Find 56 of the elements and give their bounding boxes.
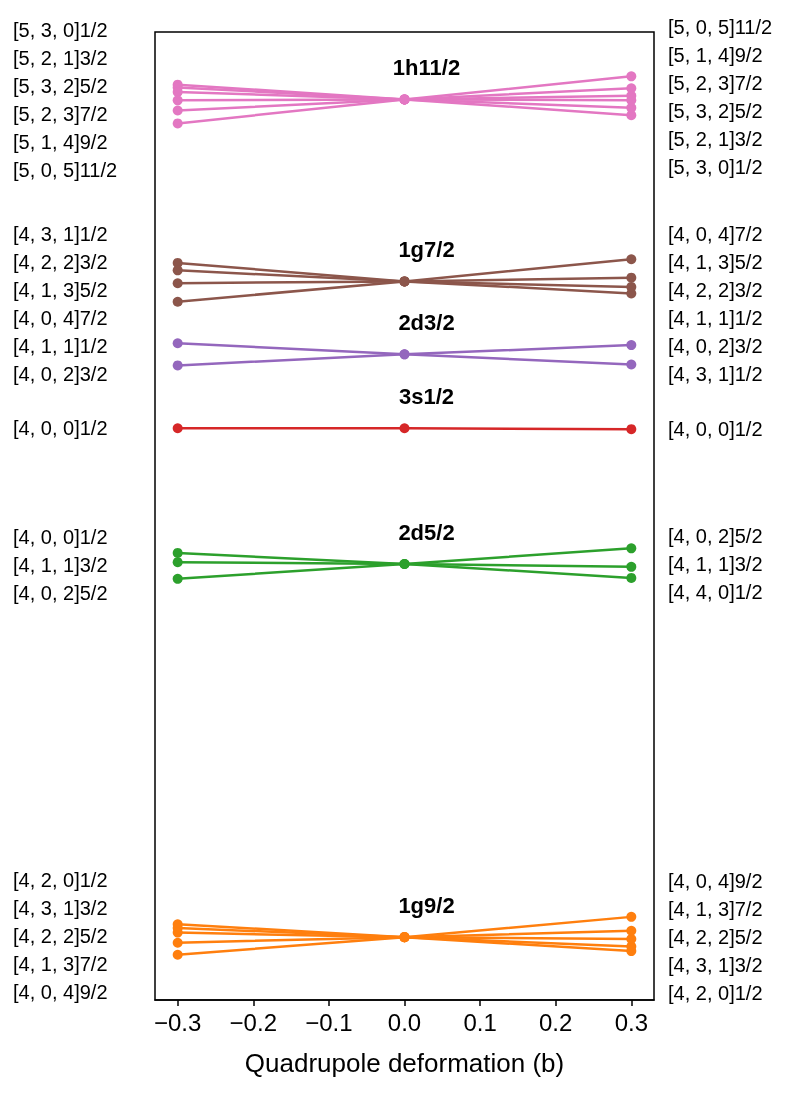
text: [4, 0, 0]1/2	[668, 418, 763, 441]
text: [4, 2, 2]5/2	[13, 925, 108, 948]
text: [4, 3, 1]3/2	[668, 953, 763, 976]
text: [4, 0, 4]7/2	[668, 223, 763, 246]
text: [4, 3, 1]1/2	[13, 223, 108, 246]
annotation: 3s1/2	[398, 383, 455, 409]
text: [4, 2, 2]3/2	[13, 251, 108, 274]
annotation: 1g7/2	[398, 236, 455, 262]
text: [4, 0, 0]1/2	[13, 417, 108, 440]
x-axis-title: Quadrupole deformation (b)	[244, 1048, 565, 1078]
text: [5, 3, 0]1/2	[668, 156, 763, 179]
x-tick-label: −0.2	[229, 1008, 277, 1036]
text: [5, 2, 1]3/2	[13, 46, 108, 69]
text: [5, 1, 4]9/2	[668, 44, 763, 67]
text: [5, 1, 4]9/2	[13, 130, 108, 153]
annotation: 2d3/2	[398, 309, 455, 335]
x-tick-label: 0.3	[614, 1008, 649, 1036]
x-tick-label: −0.1	[305, 1008, 353, 1036]
text: [4, 0, 4]9/2	[668, 869, 763, 892]
text: [4, 0, 0]1/2	[13, 525, 108, 548]
text: [4, 0, 4]7/2	[13, 307, 108, 330]
x-tick-label: 0.2	[539, 1008, 573, 1036]
annotation: 1g9/2	[398, 892, 455, 918]
text: [4, 1, 1]1/2	[668, 307, 763, 330]
text: [4, 2, 0]1/2	[668, 981, 763, 1004]
x-tick-label: 0.0	[387, 1008, 422, 1036]
text: [5, 3, 2]5/2	[13, 74, 108, 97]
text: [4, 1, 1]1/2	[13, 335, 108, 358]
text: [4, 2, 2]3/2	[668, 279, 763, 302]
text: [4, 0, 2]5/2	[668, 525, 763, 548]
text: [4, 1, 3]7/2	[13, 953, 108, 976]
text: [5, 3, 2]5/2	[668, 100, 763, 123]
text: [5, 3, 0]1/2	[13, 18, 108, 41]
text: [4, 0, 2]3/2	[668, 335, 763, 358]
text: [4, 3, 1]1/2	[668, 363, 763, 386]
text: [5, 0, 5]11/2	[668, 16, 773, 39]
text: [4, 3, 1]3/2	[13, 897, 108, 920]
text: [4, 2, 0]1/2	[13, 869, 108, 892]
annotation: 2d5/2	[398, 519, 455, 545]
text: [5, 2, 1]3/2	[668, 128, 763, 151]
text: [5, 2, 3]7/2	[668, 72, 763, 95]
text: [4, 1, 1]3/2	[13, 553, 108, 576]
text: [4, 1, 3]7/2	[668, 897, 763, 920]
annotation: 1h11/2	[392, 54, 461, 80]
text: [4, 1, 3]5/2	[13, 279, 108, 302]
x-tick-label: 0.1	[463, 1008, 497, 1036]
text: [5, 0, 5]11/2	[13, 158, 118, 181]
text: [4, 0, 2]5/2	[13, 581, 108, 604]
text: [4, 4, 0]1/2	[668, 581, 763, 604]
text: [4, 1, 3]5/2	[668, 251, 763, 274]
text: [4, 0, 2]3/2	[13, 363, 108, 386]
text: [4, 1, 1]3/2	[668, 553, 763, 576]
text: [4, 2, 2]5/2	[668, 925, 763, 948]
x-tick-label: −0.3	[153, 1008, 202, 1036]
text: [5, 2, 3]7/2	[13, 102, 108, 125]
text: [4, 0, 4]9/2	[13, 981, 108, 1004]
